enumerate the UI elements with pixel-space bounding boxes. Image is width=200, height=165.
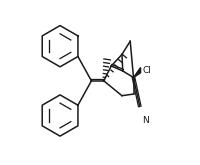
Text: N: N [142,116,149,125]
Text: Cl: Cl [142,66,151,75]
Polygon shape [133,67,140,78]
